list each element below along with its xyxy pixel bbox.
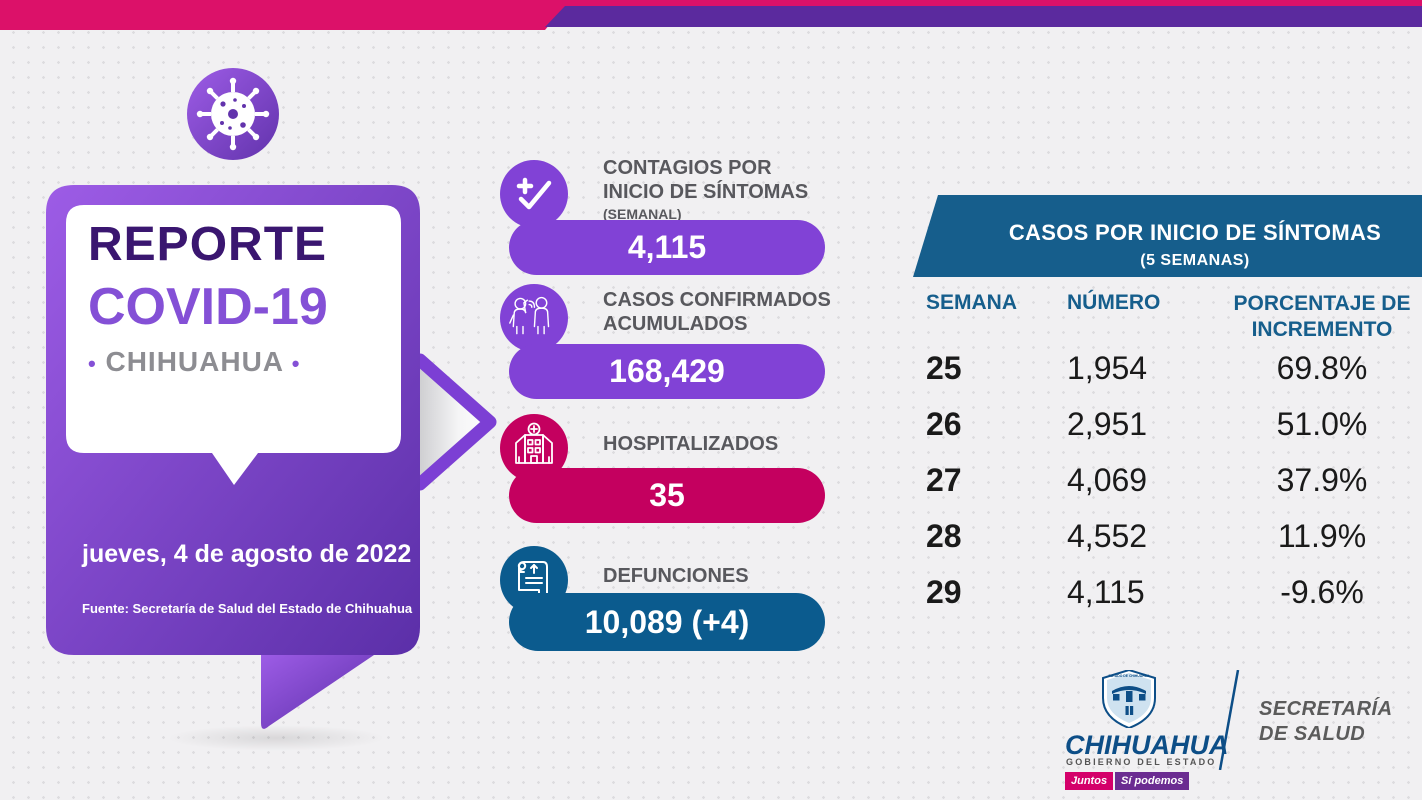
- svg-text:ESTADO DE CHIHUAHUA: ESTADO DE CHIHUAHUA: [1108, 674, 1150, 678]
